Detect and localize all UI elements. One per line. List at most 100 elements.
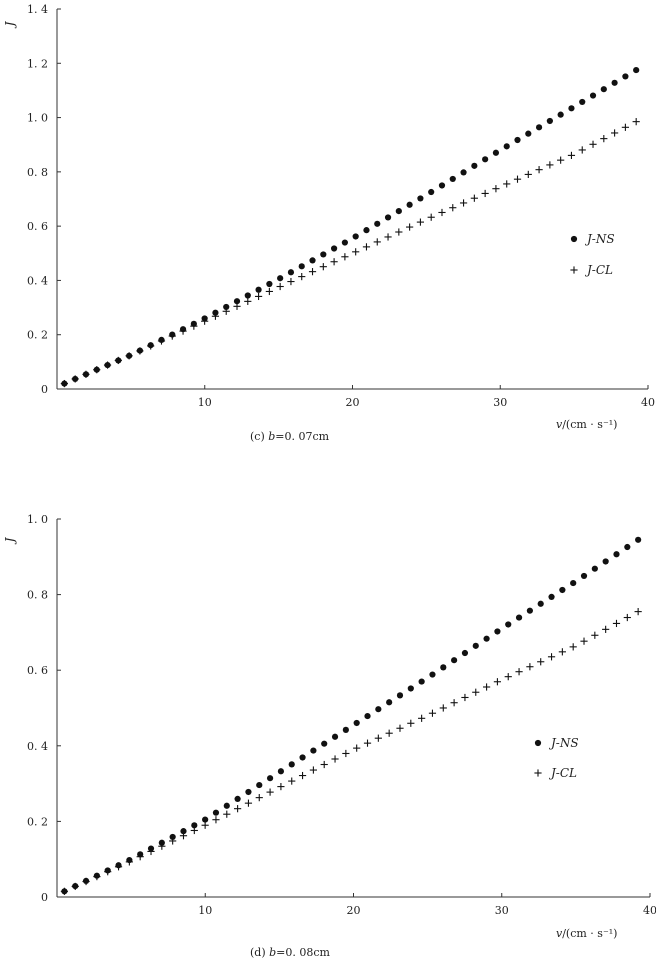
- data-point: [526, 663, 534, 671]
- data-point: [330, 258, 338, 266]
- data-point: [223, 810, 231, 818]
- data-point: [157, 337, 166, 345]
- data-point: [265, 287, 273, 296]
- data-point: [558, 648, 566, 656]
- data-point: [147, 847, 155, 856]
- y-axis-label: J: [3, 20, 17, 29]
- data-point: [428, 709, 437, 717]
- y-tick-label: 0. 8: [27, 589, 48, 602]
- data-point: [525, 130, 532, 137]
- data-point: [385, 729, 393, 737]
- legend-label: J-NS: [584, 232, 615, 246]
- data-point: [406, 223, 414, 231]
- data-point: [320, 251, 327, 258]
- data-point: [374, 220, 381, 227]
- y-tick-label: 0. 6: [27, 664, 48, 677]
- x-axis-label: v/(cm · s⁻¹): [556, 418, 617, 431]
- data-point: [104, 868, 112, 876]
- y-tick-label: 1. 0: [27, 112, 48, 125]
- data-point: [471, 162, 478, 169]
- data-point: [418, 678, 425, 685]
- data-point: [613, 551, 620, 558]
- data-point: [191, 822, 198, 829]
- data-point: [298, 273, 306, 281]
- data-point: [504, 673, 512, 681]
- data-point: [82, 370, 90, 378]
- legend-marker: [570, 266, 578, 274]
- data-point: [451, 657, 458, 664]
- y-tick-label: 1. 2: [27, 57, 48, 70]
- x-tick-label: 10: [198, 904, 212, 917]
- data-point: [600, 86, 607, 93]
- data-point: [212, 809, 220, 816]
- legend-marker: [570, 235, 578, 243]
- data-point: [222, 307, 230, 315]
- data-point: [429, 671, 436, 678]
- y-tick-label: 0. 4: [27, 274, 48, 287]
- data-point: [256, 781, 263, 789]
- data-point: [602, 625, 610, 633]
- data-point: [309, 766, 317, 774]
- data-point: [472, 688, 480, 696]
- data-point: [363, 227, 370, 234]
- data-point: [439, 704, 447, 712]
- data-point: [321, 740, 328, 747]
- data-point: [234, 795, 241, 802]
- data-point: [482, 683, 491, 691]
- y-tick-label: 0. 6: [27, 220, 48, 233]
- data-point: [93, 873, 101, 881]
- data-point: [168, 332, 176, 340]
- data-point: [82, 877, 90, 886]
- data-point: [494, 628, 501, 635]
- data-point: [535, 124, 543, 131]
- data-point: [526, 607, 533, 614]
- data-point: [416, 218, 425, 226]
- legend-label: J-CL: [584, 263, 613, 277]
- data-point: [418, 714, 426, 722]
- data-point: [503, 180, 511, 188]
- series-j-cl: [60, 608, 642, 895]
- data-point: [373, 238, 381, 246]
- data-point: [136, 853, 144, 861]
- data-point: [299, 754, 306, 761]
- data-point: [395, 228, 403, 236]
- x-tick-label: 20: [346, 396, 360, 409]
- chart-panel-1: 0 0. 2 0. 4 0. 6 0. 8 1. 0 1. 2 1. 4 10 20 30 40 Jv/…: [3, 3, 655, 443]
- data-point: [277, 275, 284, 282]
- data-point: [352, 233, 359, 240]
- data-point: [580, 572, 588, 580]
- data-point: [310, 747, 317, 754]
- data-point: [602, 558, 609, 565]
- data-point: [503, 143, 510, 150]
- x-tick-label: 30: [493, 396, 507, 409]
- data-point: [515, 668, 523, 676]
- data-point: [362, 243, 371, 251]
- data-point: [633, 66, 640, 74]
- data-point: [438, 208, 446, 217]
- data-point: [589, 140, 597, 148]
- data-point: [180, 828, 187, 835]
- data-point: [233, 298, 241, 305]
- data-point: [546, 117, 553, 125]
- data-point: [407, 685, 414, 692]
- data-point: [481, 189, 489, 198]
- data-point: [483, 635, 490, 642]
- x-tick-label: 30: [495, 904, 509, 917]
- data-point: [71, 375, 79, 383]
- data-point: [461, 649, 469, 657]
- data-point: [179, 832, 188, 840]
- legend-label: J-NS: [548, 736, 579, 750]
- data-point: [632, 118, 640, 126]
- data-point: [505, 621, 512, 628]
- data-point: [460, 169, 467, 176]
- y-tick-label: 0: [41, 891, 48, 904]
- data-point: [341, 239, 348, 246]
- data-point: [374, 734, 382, 742]
- data-point: [569, 643, 577, 651]
- data-point: [559, 586, 566, 594]
- data-point: [621, 123, 629, 131]
- data-point: [125, 352, 133, 360]
- data-point: [428, 188, 435, 196]
- chart-caption: (c) b=0. 07cm: [250, 430, 330, 443]
- data-point: [125, 858, 133, 866]
